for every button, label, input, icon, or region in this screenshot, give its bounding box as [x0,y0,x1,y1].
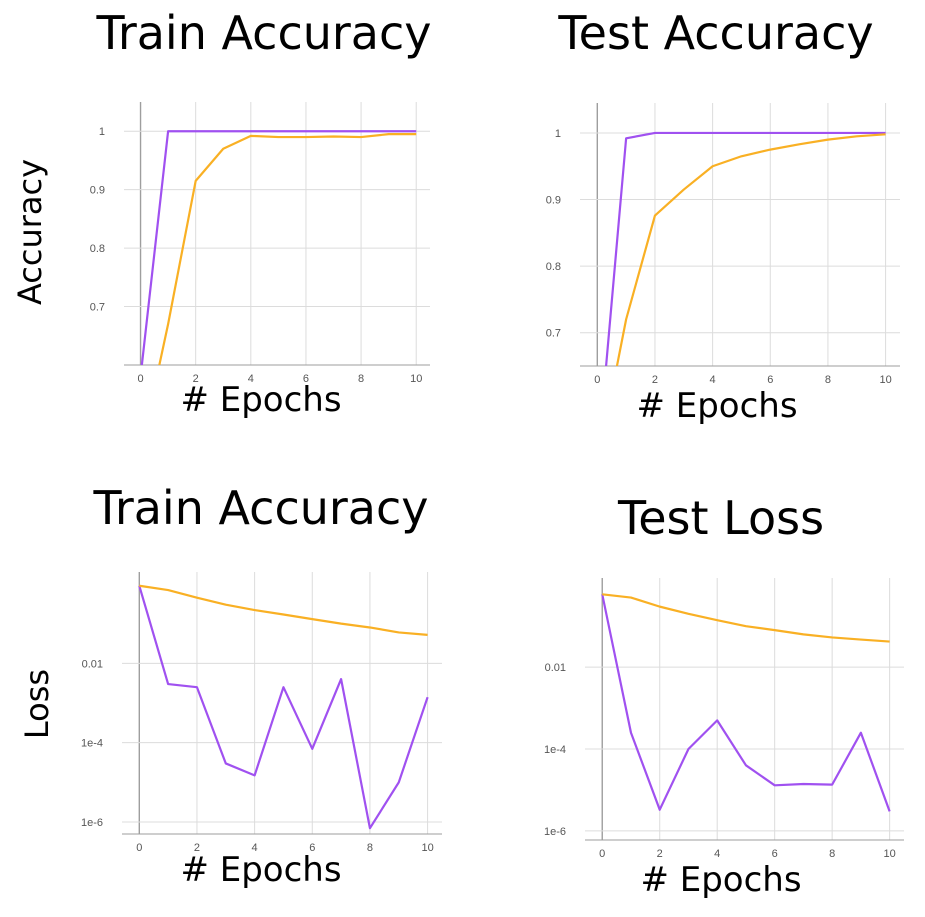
chart-4-ytick: 1e-4 [544,744,566,756]
chart-2-xtick: 8 [825,374,831,386]
chart-3-ytick: 1e-6 [81,817,103,829]
chart-3-xtick: 8 [367,842,373,854]
chart-2-title: Test Accuracy [558,6,874,60]
chart-2-xlabel: # Epochs [636,386,798,426]
chart-2-series-2-line [615,133,886,366]
chart-1-xtick: 4 [248,373,254,385]
chart-3-xlabel: # Epochs [180,850,342,890]
chart-1-xtick: 2 [193,373,199,385]
chart-4-series-1-line [601,594,891,812]
chart-1-ytick: 1 [99,126,105,138]
chart-3-xtick: 0 [136,842,142,854]
chart-4-title: Test Loss [617,491,825,545]
chart-1-ytick: 0.8 [90,243,105,255]
chart-3-xtick: 2 [194,842,200,854]
chart-4-xtick: 8 [829,848,835,860]
chart-3-series-1-line [138,585,429,830]
chart-1-title: Train Accuracy [96,6,432,60]
chart-2-xtick: 10 [879,374,891,386]
chart-3-ytick: 0.01 [82,658,103,670]
chart-3-title: Train Accuracy [93,481,429,535]
chart-4-xlabel: # Epochs [640,860,802,900]
chart-2-xtick: 0 [594,374,600,386]
chart-2-xtick: 2 [652,374,658,386]
chart-3-xtick: 10 [421,842,433,854]
chart-2-xtick: 6 [767,374,773,386]
chart-3-plot: 0 2 4 6 8 10 0.01 1e-4 1e-6 [81,572,442,854]
chart-1-xlabel: # Epochs [180,380,342,420]
chart-4-xtick: 6 [772,848,778,860]
chart-3-series-2-line [139,584,428,636]
chart-4-xtick: 10 [884,848,896,860]
chart-2-ytick: 0.8 [546,261,561,273]
chart-2-ytick: 0.9 [546,195,561,207]
chart-1-xtick: 0 [137,373,143,385]
chart-4-plot: 0 2 4 6 8 10 0.01 1e-4 1e-6 [544,578,904,860]
chart-2-ytick: 0.7 [546,328,561,340]
chart-4-xtick: 4 [714,848,720,860]
chart-1-ytick: 0.7 [90,302,105,314]
chart-1-series-1-line [140,130,417,365]
chart-1-ytick: 0.9 [90,185,105,197]
chart-1-xtick: 10 [410,373,422,385]
chart-3-xtick: 6 [309,842,315,854]
chart-4-series-2-line [602,593,890,643]
chart-2-series-1-line [604,131,886,366]
chart-4-xtick: 2 [657,848,663,860]
chart-2-plot: 0 2 4 6 8 10 0.7 0.8 0.9 1 [546,103,900,386]
chart-3-ytick: 1e-4 [81,738,103,750]
chart-2-ytick: 1 [555,128,561,140]
chart-1-xtick: 6 [303,373,309,385]
chart-4-ytick: 0.01 [545,662,566,674]
chart-3-xtick: 4 [252,842,258,854]
chart-1-series-2-line [158,133,417,365]
chart-1-xtick: 8 [358,373,364,385]
chart-4-xtick: 0 [599,848,605,860]
chart-2-xtick: 4 [710,374,716,386]
chart-4-ytick: 1e-6 [544,826,566,838]
chart-1-plot: 0 2 4 6 8 10 0.7 0.8 0.9 1 [90,102,430,385]
